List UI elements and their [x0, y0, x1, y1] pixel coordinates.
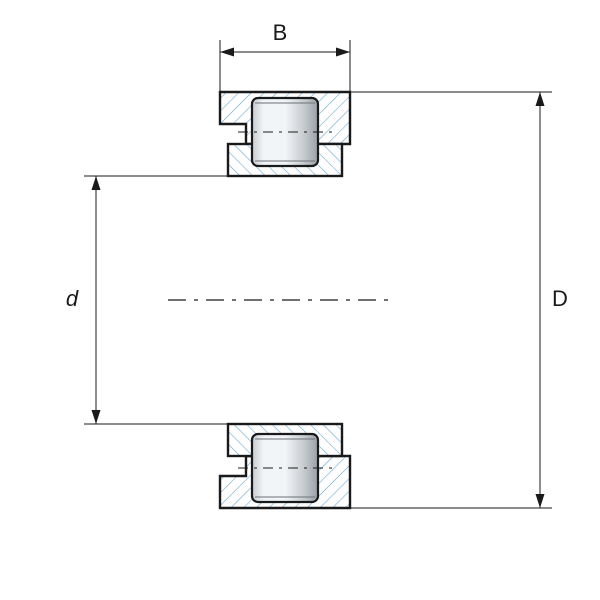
roller	[252, 434, 318, 502]
dim-b-label: B	[273, 20, 288, 45]
dim-d-label: d	[66, 286, 79, 311]
roller	[252, 98, 318, 166]
dim-D-label: D	[552, 286, 568, 311]
